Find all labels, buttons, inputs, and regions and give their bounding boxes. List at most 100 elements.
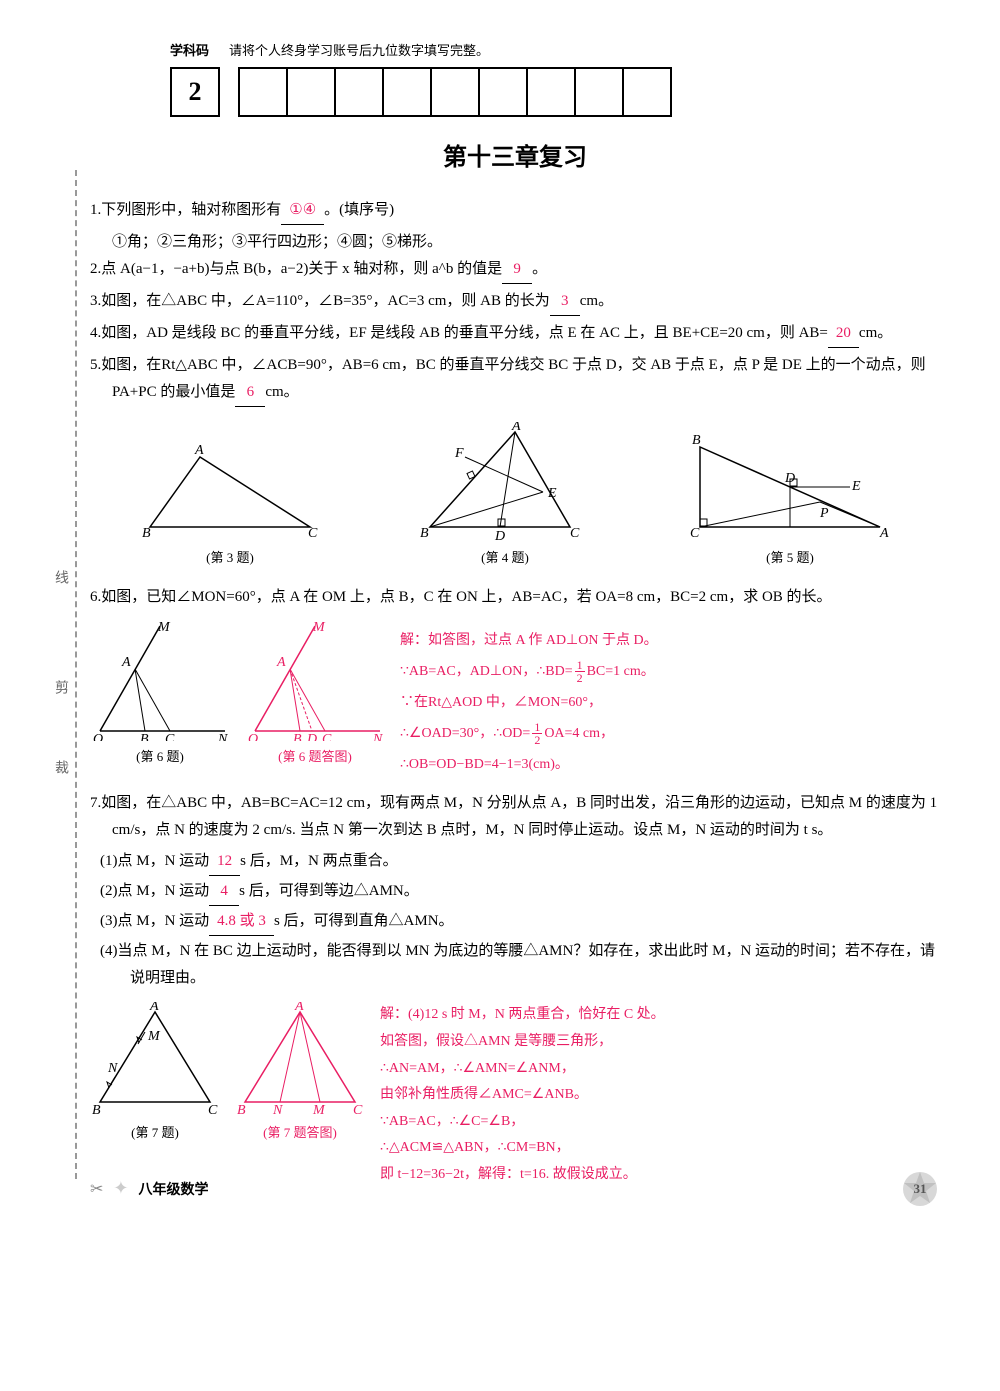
svg-text:D: D: [306, 732, 317, 741]
figure-6-answer: MA OB DCN (第 6 题答图): [245, 621, 385, 768]
fill-box[interactable]: [286, 67, 336, 117]
svg-text:D: D: [784, 471, 795, 486]
figure-5-caption: (第 5 题): [766, 546, 814, 569]
svg-text:C: C: [322, 732, 332, 741]
code-boxes: 2: [170, 67, 940, 117]
svg-text:B: B: [237, 1103, 246, 1117]
svg-text:A: A: [194, 443, 204, 458]
svg-text:M: M: [312, 621, 326, 635]
svg-text:N: N: [107, 1061, 118, 1076]
p2-text-b: 。: [532, 261, 547, 277]
p2-answer: 9: [502, 256, 532, 284]
p2-text-a: 点 A(a−1，−a+b)与点 B(b，a−2)关于 x 轴对称，则 a^b 的…: [101, 261, 502, 277]
problem-7-3: (3)点 M，N 运动4.8 或 3s 后，可得到直角△AMN。: [90, 908, 940, 936]
figure-4: ABC DEF (第 4 题): [420, 422, 590, 569]
p7-sol-6: ∴△ACM≌△ABN，∴CM=BN，: [380, 1135, 940, 1162]
svg-text:C: C: [308, 526, 318, 541]
p2-num: 2.: [90, 261, 101, 277]
p7-1-b: s 后，M，N 两点重合。: [240, 853, 398, 869]
svg-text:B: B: [92, 1103, 101, 1117]
fill-box[interactable]: [622, 67, 672, 117]
p1-options: ①角；②三角形；③平行四边形；④圆；⑤梯形。: [90, 229, 940, 256]
fill-box[interactable]: [238, 67, 288, 117]
p1-text-b: 。(填序号): [324, 202, 394, 218]
p7-1-a: 点 M，N 运动: [118, 853, 210, 869]
fill-box[interactable]: [430, 67, 480, 117]
p7-num: 7.: [90, 795, 101, 811]
problem-2: 2.点 A(a−1，−a+b)与点 B(b，a−2)关于 x 轴对称，则 a^b…: [90, 256, 940, 284]
fill-box[interactable]: [334, 67, 384, 117]
p7-1-answer: 12: [209, 848, 240, 876]
margin-dashed-line: [75, 170, 77, 1179]
figure-7: AMN BC (第 7 题): [90, 1002, 220, 1144]
svg-text:A: A: [511, 422, 521, 434]
page-number-badge: 31: [900, 1169, 940, 1209]
figure-6: MA OBCN (第 6 题): [90, 621, 230, 768]
p7-2-b: s 后，可得到等边△AMN。: [239, 883, 419, 899]
p1-answer: ①④: [281, 197, 324, 225]
scissors-icon: ✂: [90, 1179, 103, 1199]
page-number: 31: [914, 1181, 927, 1197]
figure-3: ABC (第 3 题): [140, 442, 320, 569]
p4-text-b: cm。: [859, 325, 892, 341]
problem-7-2: (2)点 M，N 运动4s 后，可得到等边△AMN。: [90, 878, 940, 906]
svg-text:B: B: [142, 526, 151, 541]
star-icon: ✦: [113, 1178, 128, 1199]
svg-text:N: N: [217, 732, 228, 741]
figure-4-svg: ABC DEF: [420, 422, 590, 542]
p1-text-a: 下列图形中，轴对称图形有: [101, 202, 281, 218]
p7-sol-1: 解：(4)12 s 时 M，N 两点重合，恰好在 C 处。: [380, 1002, 940, 1029]
fill-box[interactable]: [574, 67, 624, 117]
p7-2-answer: 4: [209, 878, 239, 906]
footer-left: ✂ ✦ 八年级数学: [90, 1178, 209, 1199]
svg-text:M: M: [312, 1103, 326, 1117]
p5-text-b: cm。: [265, 384, 298, 400]
svg-text:C: C: [353, 1103, 363, 1117]
svg-text:D: D: [494, 529, 505, 542]
p7-3-answer: 4.8 或 3: [209, 908, 274, 936]
figure-5: BCA DEP (第 5 题): [690, 432, 890, 569]
p7-1-label: (1): [100, 853, 118, 869]
margin-char-1: 线: [50, 570, 70, 584]
p3-num: 3.: [90, 293, 101, 309]
problem-6-solution: 解：如答图，过点 A 作 AD⊥ON 于点 D。 ∵AB=AC，AD⊥ON，∴B…: [400, 621, 940, 780]
svg-text:E: E: [851, 479, 861, 494]
svg-text:P: P: [819, 506, 829, 521]
p4-answer: 20: [828, 320, 859, 348]
p4-text-a: 如图，AD 是线段 BC 的垂直平分线，EF 是线段 AB 的垂直平分线，点 E…: [101, 325, 828, 341]
p7-2-a: 点 M，N 运动: [118, 883, 210, 899]
p1-num: 1.: [90, 202, 101, 218]
p7-3-label: (3): [100, 913, 118, 929]
p6-sol-3: ∵在Rt△AOD 中，∠MON=60°，: [400, 688, 940, 719]
svg-text:M: M: [147, 1029, 161, 1044]
footer: ✂ ✦ 八年级数学 31: [90, 1169, 940, 1209]
figure-6-svg: MA OBCN: [90, 621, 230, 741]
figure-7-svg: AMN BC: [90, 1002, 220, 1117]
p3-text-b: cm。: [580, 293, 613, 309]
figures-row-1: ABC (第 3 题) ABC DEF (第 4 题): [90, 422, 940, 569]
figure-7-caption: (第 7 题): [131, 1121, 179, 1144]
fill-box[interactable]: [526, 67, 576, 117]
figure-6a-caption: (第 6 题答图): [278, 745, 352, 768]
fill-box[interactable]: [478, 67, 528, 117]
margin-char-2: 剪: [50, 680, 70, 694]
fill-box[interactable]: [382, 67, 432, 117]
svg-text:A: A: [879, 526, 889, 541]
figure-7a-caption: (第 7 题答图): [263, 1121, 337, 1144]
svg-text:O: O: [248, 732, 258, 741]
problem-7-4: (4)当点 M，N 在 BC 边上运动时，能否得到以 MN 为底边的等腰△AMN…: [90, 938, 940, 992]
svg-text:C: C: [690, 526, 700, 541]
chapter-title: 第十三章复习: [90, 137, 940, 172]
margin-char-3: 裁: [50, 760, 70, 774]
problem-1: 1.下列图形中，轴对称图形有①④。(填序号): [90, 197, 940, 225]
p7-2-label: (2): [100, 883, 118, 899]
figure-7a-svg: A BN MC: [235, 1002, 365, 1117]
problem-7: 7.如图，在△ABC 中，AB=BC=AC=12 cm，现有两点 M，N 分别从…: [90, 790, 940, 844]
p7-sol-3: ∴AN=AM，∴∠AMN=∠ANM，: [380, 1056, 940, 1083]
svg-text:C: C: [208, 1103, 218, 1117]
figure-6-caption: (第 6 题): [136, 745, 184, 768]
svg-text:F: F: [454, 446, 464, 461]
p7-4-label: (4): [100, 943, 118, 959]
svg-text:C: C: [570, 526, 580, 541]
p7-sol-5: ∵AB=AC，∴∠C=∠B，: [380, 1109, 940, 1136]
